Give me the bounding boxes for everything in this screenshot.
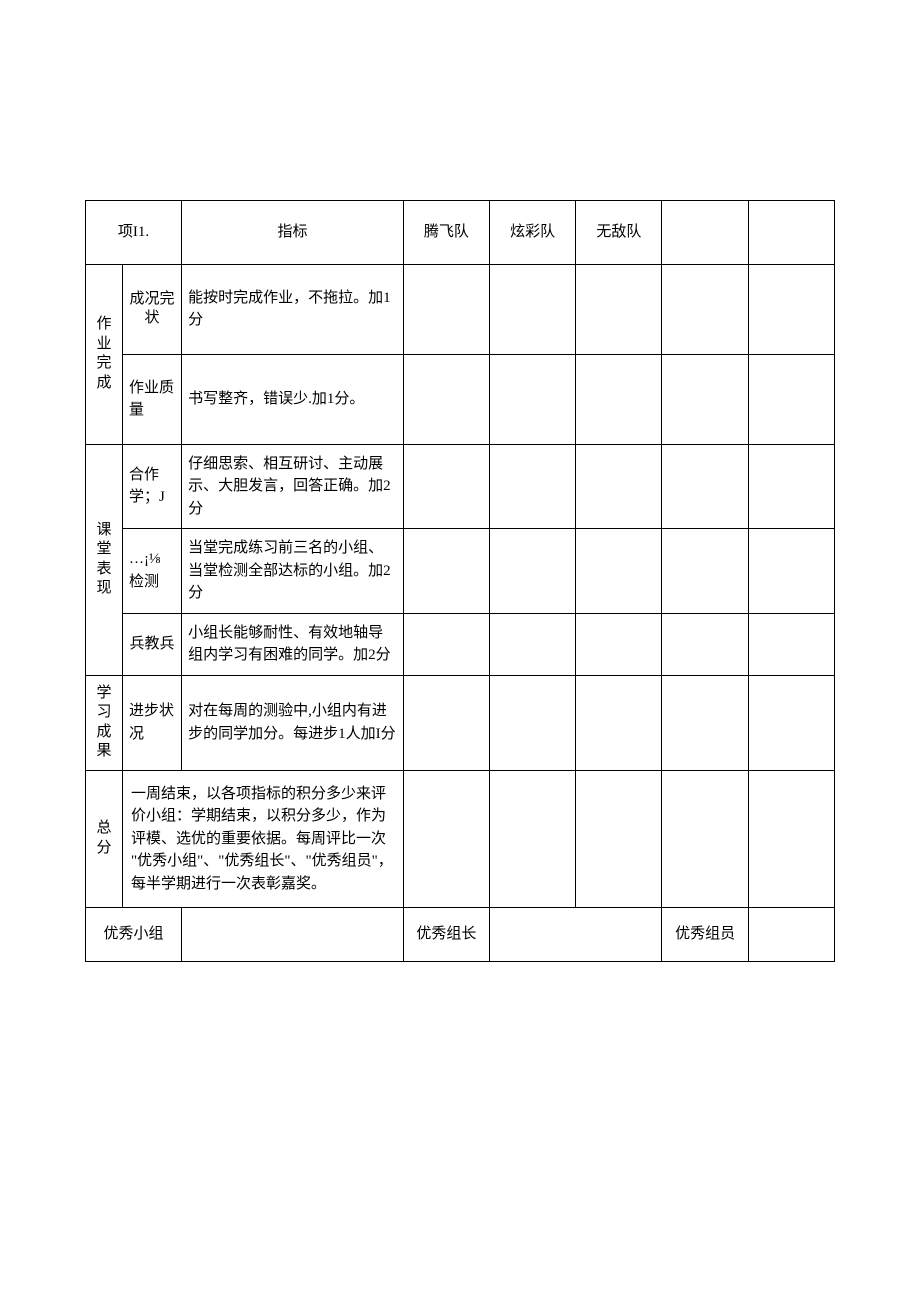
total-desc: 一周结束，以各项指标的积分多少来评价小组：学期结束，以积分多少，作为评模、选优的…: [122, 770, 403, 908]
table-row: 作业质量 书写整齐，错误少.加1分。: [86, 354, 835, 444]
score-cell: [490, 444, 576, 529]
score-cell: [748, 770, 834, 908]
score-cell: [662, 770, 748, 908]
learning-section-title: 学习成果: [86, 675, 123, 770]
classroom-section-title: 课堂表现: [86, 444, 123, 675]
evaluation-table: 项I1. 指标 腾飞队 炫彩队 无敌队 作业完成 成况完状 能按时完成作业，不拖…: [85, 200, 835, 962]
table-row: 兵教兵 小组长能够耐性、有效地轴导组内学习有困难的同学。加2分: [86, 613, 835, 675]
score-cell: [662, 264, 748, 354]
score-cell: [576, 529, 662, 614]
table-row: …¡⅛检测 当堂完成练习前三名的小组、当堂检测全部达标的小组。加2分: [86, 529, 835, 614]
table-row: 学习成果 进步状况 对在每周的测验中,小组内有进步的同学加分。每进步1人加I分: [86, 675, 835, 770]
homework-sub-2: 作业质量: [122, 354, 181, 444]
footer-label-3: 优秀组员: [662, 908, 748, 962]
score-cell: [490, 770, 576, 908]
header-row: 项I1. 指标 腾飞队 炫彩队 无敌队: [86, 201, 835, 265]
classroom-sub-1: 合作学；J: [122, 444, 181, 529]
score-cell: [748, 675, 834, 770]
classroom-desc-3: 小组长能够耐性、有效地轴导组内学习有困难的同学。加2分: [182, 613, 404, 675]
header-team-4: [662, 201, 748, 265]
score-cell: [576, 675, 662, 770]
score-cell: [403, 613, 489, 675]
score-cell: [403, 444, 489, 529]
score-cell: [576, 770, 662, 908]
score-cell: [576, 444, 662, 529]
score-cell: [403, 264, 489, 354]
score-cell: [403, 675, 489, 770]
score-cell: [748, 529, 834, 614]
table-row: 课堂表现 合作学；J 仔细思索、相互研讨、主动展示、大胆发言，回答正确。加2分: [86, 444, 835, 529]
score-cell: [403, 770, 489, 908]
footer-blank-1: [182, 908, 404, 962]
homework-sub-1: 成况完状: [122, 264, 181, 354]
score-cell: [576, 264, 662, 354]
header-team-5: [748, 201, 834, 265]
score-cell: [748, 613, 834, 675]
score-cell: [662, 613, 748, 675]
score-cell: [490, 529, 576, 614]
score-cell: [662, 354, 748, 444]
score-cell: [748, 264, 834, 354]
learning-desc-1: 对在每周的测验中,小组内有进步的同学加分。每进步1人加I分: [182, 675, 404, 770]
score-cell: [662, 444, 748, 529]
score-cell: [490, 264, 576, 354]
score-cell: [490, 675, 576, 770]
header-project: 项I1.: [86, 201, 182, 265]
score-cell: [576, 354, 662, 444]
header-team-3: 无敌队: [576, 201, 662, 265]
header-indicator: 指标: [182, 201, 404, 265]
classroom-desc-1: 仔细思索、相互研讨、主动展示、大胆发言，回答正确。加2分: [182, 444, 404, 529]
homework-desc-1: 能按时完成作业，不拖拉。加1分: [182, 264, 404, 354]
total-section-title: 总分: [86, 770, 123, 908]
score-cell: [748, 444, 834, 529]
table-row: 总分 一周结束，以各项指标的积分多少来评价小组：学期结束，以积分多少，作为评模、…: [86, 770, 835, 908]
footer-label-1: 优秀小组: [86, 908, 182, 962]
score-cell: [403, 529, 489, 614]
footer-blank-3: [748, 908, 834, 962]
learning-sub-1: 进步状况: [122, 675, 181, 770]
header-team-2: 炫彩队: [490, 201, 576, 265]
score-cell: [490, 354, 576, 444]
homework-desc-2: 书写整齐，错误少.加1分。: [182, 354, 404, 444]
table-row: 作业完成 成况完状 能按时完成作业，不拖拉。加1分: [86, 264, 835, 354]
score-cell: [576, 613, 662, 675]
classroom-sub-3: 兵教兵: [122, 613, 181, 675]
score-cell: [490, 613, 576, 675]
score-cell: [662, 529, 748, 614]
footer-blank-2: [490, 908, 662, 962]
score-cell: [662, 675, 748, 770]
homework-section-title: 作业完成: [86, 264, 123, 444]
header-team-1: 腾飞队: [403, 201, 489, 265]
score-cell: [748, 354, 834, 444]
footer-row: 优秀小组 优秀组长 优秀组员: [86, 908, 835, 962]
footer-label-2: 优秀组长: [403, 908, 489, 962]
classroom-desc-2: 当堂完成练习前三名的小组、当堂检测全部达标的小组。加2分: [182, 529, 404, 614]
score-cell: [403, 354, 489, 444]
classroom-sub-2: …¡⅛检测: [122, 529, 181, 614]
